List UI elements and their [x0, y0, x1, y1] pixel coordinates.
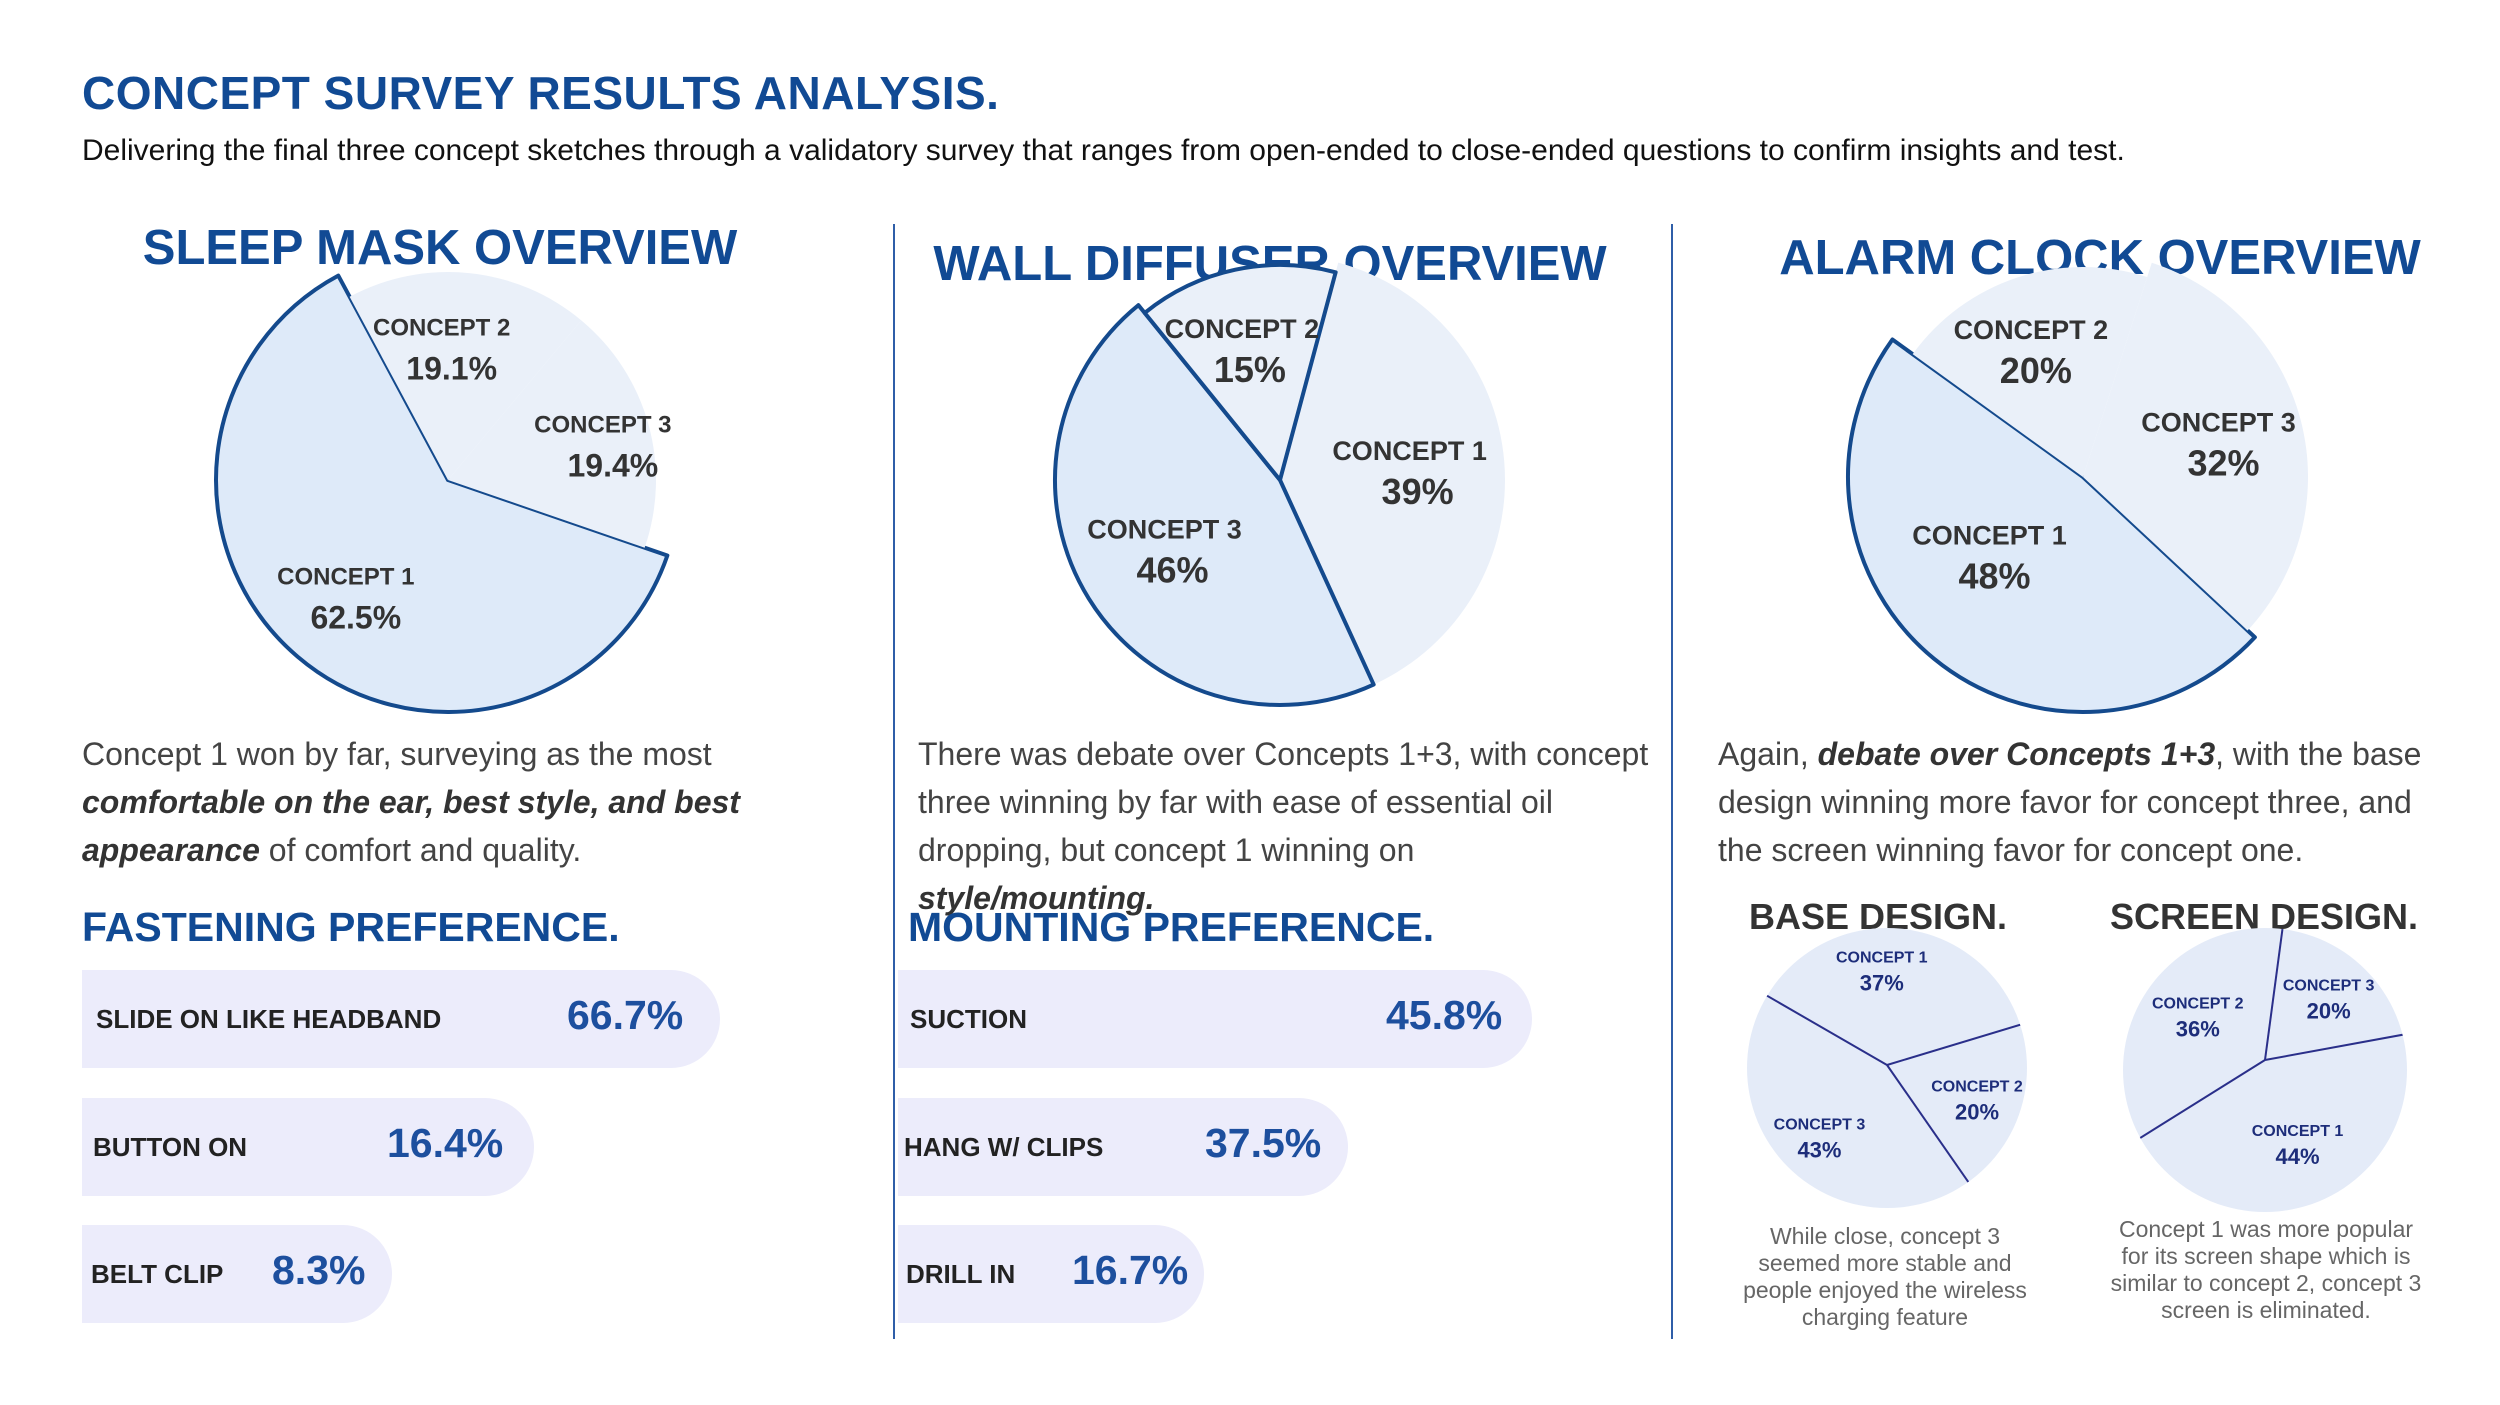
bar-drill-in: DRILL IN 16.7%	[898, 1225, 1204, 1323]
pie-value: 19.4%	[567, 447, 658, 483]
pie-disc	[2123, 928, 2407, 1212]
pie-value: 20%	[1955, 1100, 1999, 1125]
alarm-clock-summary: Again, debate over Concepts 1+3, with th…	[1718, 736, 2422, 868]
pie-value: 48%	[1958, 555, 2030, 596]
pie-divider	[1886, 1064, 1980, 1198]
pie-divider	[1886, 1017, 2027, 1066]
column-divider	[893, 224, 895, 1339]
base-design-note: While close, concept 3 seemed more stabl…	[1743, 1223, 2027, 1330]
bar-button-on: BUTTON ON 16.4%	[82, 1098, 534, 1196]
pie-label: CONCEPT 2	[373, 315, 510, 342]
pie-slice-concept-1	[1280, 262, 1505, 685]
pie-value: 46%	[1136, 550, 1208, 591]
pie-slice-concept-1	[1846, 337, 2257, 714]
pie-divider	[1747, 983, 1888, 1066]
bar-belt-clip: BELT CLIP 8.3%	[82, 1225, 392, 1323]
pie-label: CONCEPT 1	[277, 563, 414, 590]
fastening-preference-title: FASTENING PREFERENCE.	[82, 904, 620, 950]
sleep-mask-summary: Concept 1 won by far, surveying as the m…	[82, 736, 740, 868]
bar-label: BUTTON ON	[93, 1132, 248, 1162]
page-subtitle: Delivering the final three concept sketc…	[82, 134, 2125, 167]
bar-value: 16.4%	[387, 1120, 504, 1166]
pie-divider	[2125, 1059, 2266, 1148]
pie-label: CONCEPT 2	[1165, 314, 1320, 344]
pie-value: 39%	[1382, 471, 1454, 512]
pie-value: 43%	[1797, 1138, 1841, 1163]
column-divider	[1671, 224, 1673, 1339]
pie-value: 36%	[2176, 1017, 2220, 1042]
pie-value: 20%	[2000, 350, 2072, 391]
pie-value: 37%	[1860, 971, 1904, 996]
pie-slice-concept-3	[1053, 303, 1376, 707]
bar-value: 45.8%	[1386, 992, 1503, 1038]
pie-value: 44%	[2276, 1144, 2320, 1169]
alarm-clock-pie: CONCEPT 1 48% CONCEPT 2 20% CONCEPT 3 32%	[1846, 262, 2308, 714]
pie-value: 19.1%	[406, 351, 497, 387]
pie-label: CONCEPT 1	[1912, 520, 2067, 550]
bar-label: SUCTION	[910, 1004, 1027, 1034]
bar-label: HANG W/ CLIPS	[904, 1132, 1104, 1162]
bar-value: 8.3%	[272, 1247, 366, 1293]
bar-slide-on: SLIDE ON LIKE HEADBAND 66.7%	[82, 970, 720, 1068]
bar-label: BELT CLIP	[91, 1259, 224, 1289]
wall-diffuser-summary: There was debate over Concepts 1+3, with…	[918, 736, 1649, 916]
pie-value: 15%	[1214, 349, 1286, 390]
pie-disc	[1747, 928, 2027, 1208]
bar-value: 16.7%	[1072, 1247, 1189, 1293]
pie-value: 32%	[2187, 443, 2259, 484]
bar-hang-clips: HANG W/ CLIPS 37.5%	[898, 1098, 1348, 1196]
sleep-mask-title: SLEEP MASK OVERVIEW	[142, 221, 738, 275]
pie-label: CONCEPT 1	[1836, 950, 1928, 967]
pie-label: CONCEPT 2	[2152, 996, 2244, 1013]
pie-slice-concept-2	[349, 272, 582, 480]
pie-label: CONCEPT 3	[2141, 408, 2296, 438]
screen-design-note: Concept 1 was more popular for its scree…	[2110, 1216, 2422, 1323]
screen-design-pie: CONCEPT 2 36% CONCEPT 3 20% CONCEPT 1 44%	[2123, 928, 2407, 1212]
pie-divider	[2264, 1029, 2407, 1061]
pie-label: CONCEPT 3	[1087, 515, 1242, 545]
pie-label: CONCEPT 2	[1931, 1079, 2023, 1096]
pie-label: CONCEPT 1	[1332, 436, 1487, 466]
pie-divider	[2264, 928, 2288, 1061]
pie-value: 62.5%	[310, 599, 401, 635]
pie-label: CONCEPT 3	[534, 411, 671, 438]
pie-label: CONCEPT 1	[2252, 1123, 2344, 1140]
bar-suction: SUCTION 45.8%	[898, 970, 1532, 1068]
pie-slice-concept-2	[1142, 263, 1338, 482]
pie-label: CONCEPT 2	[1954, 315, 2109, 345]
wall-diffuser-pie: CONCEPT 1 39% CONCEPT 3 46% CONCEPT 2 15%	[1053, 262, 1505, 707]
base-design-pie: CONCEPT 1 37% CONCEPT 2 20% CONCEPT 3 43%	[1747, 928, 2027, 1208]
page-title: CONCEPT SURVEY RESULTS ANALYSIS.	[82, 67, 1000, 119]
bar-label: SLIDE ON LIKE HEADBAND	[96, 1004, 442, 1034]
sleep-mask-pie: CONCEPT 1 62.5% CONCEPT 2 19.1% CONCEPT 3 19.…	[214, 272, 672, 714]
mounting-preference-title: MOUNTING PREFERENCE.	[908, 904, 1435, 950]
pie-label: CONCEPT 3	[1774, 1117, 1866, 1134]
bar-value: 66.7%	[567, 992, 684, 1038]
pie-value: 20%	[2307, 998, 2351, 1023]
bar-value: 37.5%	[1205, 1120, 1322, 1166]
bar-label: DRILL IN	[906, 1259, 1016, 1289]
pie-slice-concept-1	[214, 273, 670, 714]
pie-slice-concept-3	[448, 320, 656, 548]
pie-slice-concept-2	[1912, 267, 2148, 477]
pie-label: CONCEPT 3	[2283, 977, 2375, 994]
pie-slice-concept-3	[2083, 262, 2308, 631]
